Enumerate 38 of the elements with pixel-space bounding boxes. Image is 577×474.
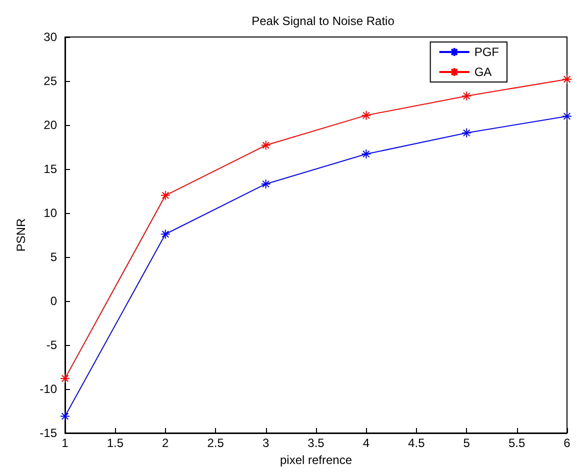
point <box>562 111 572 122</box>
y-tick-label: -5 <box>46 338 58 352</box>
x-tick-label: 4.5 <box>408 436 426 450</box>
y-tick-label: 10 <box>44 206 58 220</box>
x-tick-label: 2.5 <box>207 436 224 450</box>
point <box>462 128 472 138</box>
x-tick-label: 1.5 <box>106 436 124 450</box>
point <box>562 74 572 84</box>
x-tick-label: 3 <box>262 436 270 450</box>
x-tick-label: 3.5 <box>308 436 325 450</box>
chart-title: Peak Signal to Noise Ratio <box>252 14 395 28</box>
y-tick-label: 0 <box>50 294 58 308</box>
point <box>160 190 170 200</box>
y-tick-label: 20 <box>44 118 58 132</box>
x-tick-label: 5.5 <box>508 436 526 450</box>
legend-label: PGF <box>474 45 500 59</box>
y-tick-label: 25 <box>44 74 58 88</box>
point <box>160 229 170 240</box>
x-tick-label: 1 <box>62 436 69 450</box>
x-tick-label: 6 <box>564 436 571 450</box>
y-tick-label: 15 <box>44 162 58 176</box>
point <box>361 149 372 160</box>
y-axis-title: PSNR <box>14 218 28 252</box>
x-tick-label: 2 <box>162 436 170 450</box>
point <box>462 90 472 101</box>
x-tick-label: 4 <box>362 436 370 450</box>
x-axis-title: pixel refrence <box>280 452 352 467</box>
point <box>260 178 271 189</box>
y-tick-label: -10 <box>40 382 58 396</box>
point <box>260 140 271 150</box>
x-tick-label: 5 <box>463 436 470 450</box>
point <box>60 373 70 384</box>
point <box>60 411 70 422</box>
point <box>361 110 372 120</box>
y-tick-label: -15 <box>40 426 58 440</box>
legend-label: GA <box>474 65 492 79</box>
y-tick-label: 5 <box>50 250 58 264</box>
y-tick-label: 30 <box>44 30 58 44</box>
